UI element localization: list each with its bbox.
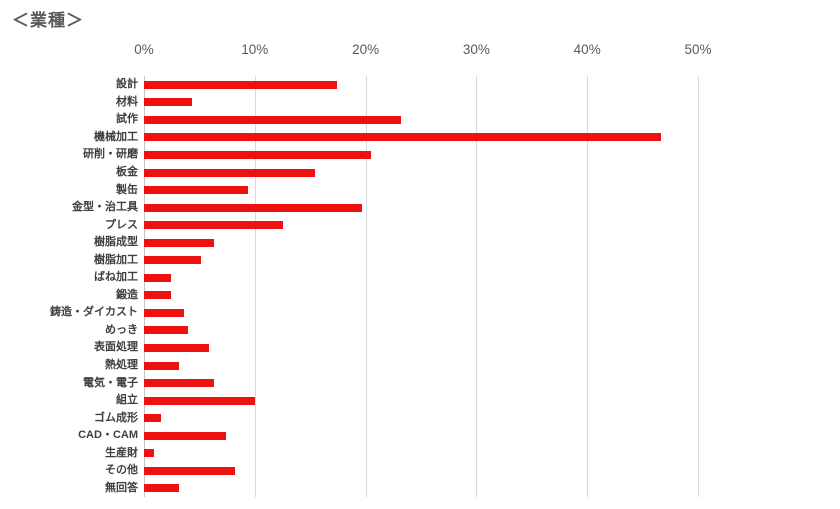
bar	[144, 361, 180, 370]
bar-row	[144, 216, 698, 234]
category-label: 生産財	[105, 446, 138, 459]
x-tick-label: 30%	[462, 42, 490, 57]
category-label: 製缶	[116, 183, 138, 196]
x-tick-label: 50%	[684, 42, 712, 57]
bar	[144, 466, 235, 475]
bar-row	[144, 339, 698, 357]
gridline	[698, 76, 699, 497]
category-label: 鍛造	[116, 288, 138, 301]
category-label: 板金	[116, 166, 138, 178]
bar-row	[144, 392, 698, 410]
bar-row	[144, 164, 698, 182]
category-label: 機械加工	[94, 130, 138, 143]
bar-row	[144, 480, 698, 498]
bar	[144, 379, 214, 388]
bar	[144, 326, 189, 335]
category-label: ばね加工	[94, 271, 138, 284]
bar-row	[144, 199, 698, 217]
bar	[144, 291, 171, 300]
bar	[144, 414, 161, 423]
bar	[144, 343, 210, 352]
x-tick-label: 10%	[241, 42, 269, 57]
bar	[144, 133, 662, 142]
bar	[144, 273, 171, 282]
gridline	[587, 76, 589, 497]
bar	[144, 308, 184, 317]
category-label: 無回答	[105, 481, 138, 494]
bar-row	[144, 427, 698, 445]
category-label: 鋳造・ダイカスト	[50, 306, 138, 319]
category-label: 金型・治工具	[72, 201, 138, 214]
bar	[144, 449, 154, 458]
bars-container	[144, 76, 698, 497]
bar	[144, 221, 283, 230]
bar-row	[144, 76, 698, 94]
category-label: 材料	[116, 95, 138, 108]
category-label: めっき	[105, 323, 138, 336]
x-tick-label: 0%	[134, 42, 154, 57]
bar-row	[144, 409, 698, 427]
bar	[144, 203, 363, 212]
bar-row	[144, 269, 698, 287]
category-label: 樹脂成型	[94, 236, 138, 249]
plot-area	[144, 76, 699, 497]
x-axis: 0% 10% 20% 30% 40% 50%	[0, 42, 840, 60]
category-label: 熱処理	[105, 359, 138, 372]
gridline	[365, 76, 367, 497]
bar-row	[144, 94, 698, 112]
category-label: プレス	[105, 218, 138, 231]
bar-row	[144, 357, 698, 375]
x-tick-label: 20%	[352, 42, 380, 57]
bar	[144, 431, 226, 440]
bar-row	[144, 304, 698, 322]
category-label: 樹脂加工	[94, 253, 138, 266]
category-label: その他	[105, 464, 138, 477]
category-label: 表面処理	[94, 341, 138, 354]
bar-row	[144, 444, 698, 462]
bar	[144, 396, 255, 405]
gridline	[254, 76, 256, 497]
bar	[144, 186, 249, 195]
bar	[144, 80, 337, 89]
bar-row	[144, 374, 698, 392]
bar	[144, 256, 201, 265]
category-label: 電気・電子	[83, 376, 138, 389]
bar-row	[144, 181, 698, 199]
x-tick-label: 40%	[573, 42, 601, 57]
bar-row	[144, 251, 698, 269]
chart-title: ＜業種＞	[12, 11, 84, 30]
category-label: 研削・研磨	[83, 148, 138, 161]
bar	[144, 238, 214, 247]
bar-row	[144, 287, 698, 305]
y-axis-line	[144, 76, 145, 497]
bar-row	[144, 111, 698, 129]
bar	[144, 98, 192, 107]
bar-row	[144, 322, 698, 340]
bar-row	[144, 146, 698, 164]
category-label: 試作	[116, 113, 138, 126]
category-label: ゴム成形	[94, 411, 138, 424]
bar	[144, 150, 372, 159]
bar-row	[144, 129, 698, 147]
bar-row	[144, 234, 698, 252]
gridline	[476, 76, 478, 497]
bar	[144, 168, 315, 177]
category-label: CAD・CAM	[78, 429, 138, 442]
bar	[144, 115, 402, 124]
category-label: 組立	[116, 394, 138, 407]
category-label: 設計	[116, 78, 138, 91]
category-axis: 設計材料試作機械加工研削・研磨板金製缶金型・治工具プレス樹脂成型樹脂加工ばね加工…	[0, 76, 138, 497]
bar-row	[144, 462, 698, 480]
bar	[144, 484, 180, 493]
